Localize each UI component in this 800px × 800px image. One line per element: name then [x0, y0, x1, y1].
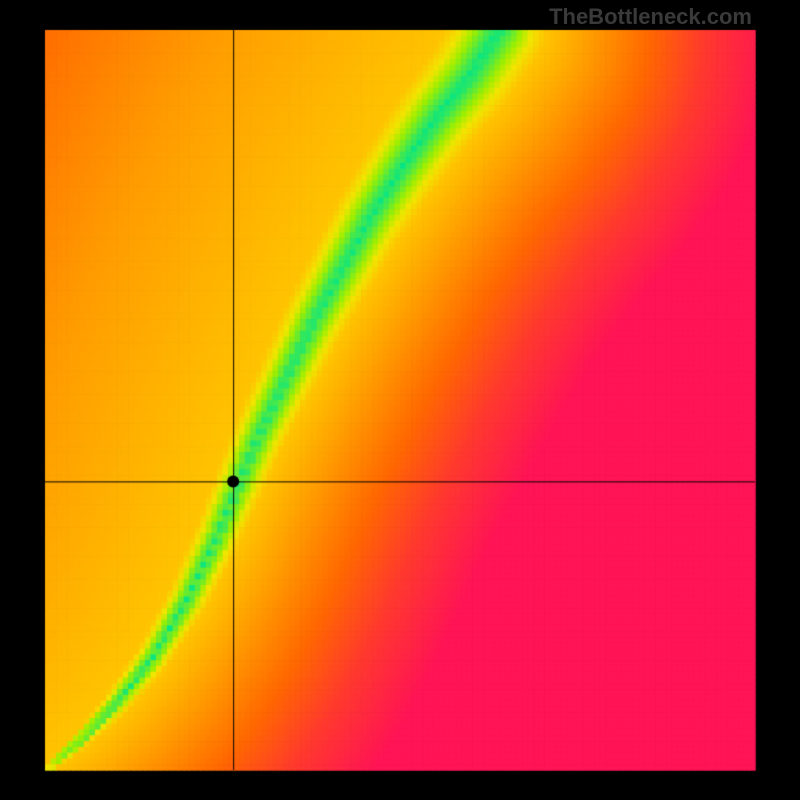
bottleneck-heatmap [0, 0, 800, 800]
watermark-text: TheBottleneck.com [549, 4, 752, 30]
